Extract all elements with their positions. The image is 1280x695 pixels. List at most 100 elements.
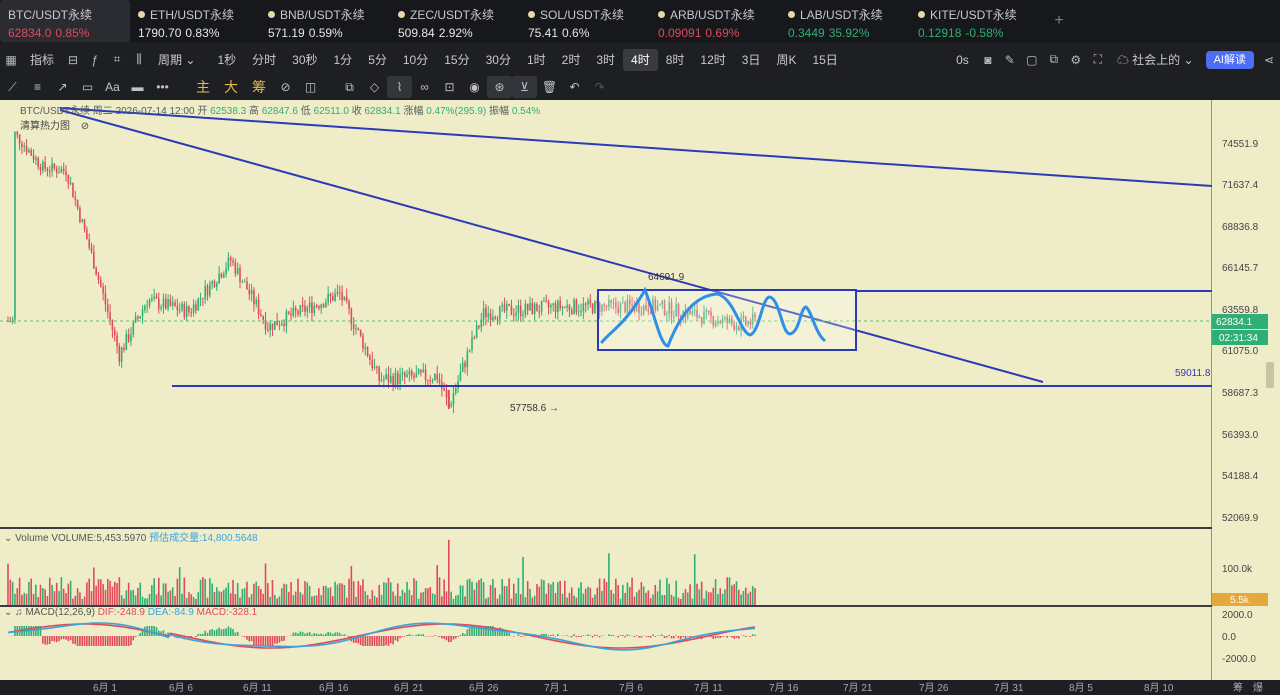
layout-icon[interactable]: ⌗ — [113, 52, 121, 66]
chart-type-icon[interactable]: ⫼ — [136, 52, 142, 66]
interval-option[interactable]: 30秒 — [292, 52, 318, 67]
ticker-tab[interactable]: BTC/USDT永续 62834.0 0.85% — [0, 0, 130, 42]
camera-icon[interactable]: ◙ — [984, 52, 992, 67]
chip-button[interactable]: 筹 — [252, 79, 266, 95]
ray-tool-icon[interactable]: ↗ — [57, 80, 68, 94]
indicator-icon[interactable]: ▦ — [5, 52, 17, 67]
interval-option[interactable]: 4时 — [623, 48, 658, 71]
color-dots-icon[interactable]: ••• — [156, 80, 169, 94]
share-icon[interactable]: ⋖ — [1263, 52, 1275, 67]
ticker-name-row: BNB/USDT永续 — [268, 6, 390, 23]
ticker-tab[interactable]: LAB/USDT永续 0.3449 35.92% — [780, 0, 910, 42]
ticker-tab[interactable]: ARB/USDT永续 0.09091 0.69% — [650, 0, 780, 42]
fx-icon[interactable]: ƒ — [91, 52, 99, 67]
interval-option[interactable]: 3日 — [741, 52, 761, 67]
ticker-tab[interactable]: BNB/USDT永续 571.19 0.59% — [260, 0, 390, 42]
visibility-icon[interactable]: ⊛ — [487, 76, 512, 98]
indicator-button[interactable]: 指标 — [30, 52, 55, 67]
template-icon[interactable]: ⊟ — [67, 52, 79, 67]
candle-body — [169, 299, 172, 306]
settings-icon[interactable]: ⚙ — [1070, 52, 1082, 67]
candle-body — [659, 304, 661, 306]
hide-icon[interactable]: ◉ — [469, 80, 480, 94]
hline-tool-icon[interactable]: ≡ — [33, 80, 41, 94]
interval-option[interactable]: 5分 — [368, 52, 387, 67]
macd-histogram-bar — [229, 627, 232, 636]
ticker-name: BTC/USDT永续 — [8, 8, 93, 22]
filter-icon[interactable]: ⊻ — [512, 76, 537, 98]
interval-option[interactable]: 分时 — [252, 52, 277, 67]
volume-bar — [132, 589, 135, 605]
ticker-tab[interactable]: KITE/USDT永续 0.12918 -0.58% — [910, 0, 1040, 42]
volume-bar — [211, 583, 213, 605]
volume-current-tag — [1212, 593, 1268, 606]
macd-histogram-bar — [76, 636, 79, 646]
layers-icon[interactable]: ⧉ — [1049, 52, 1059, 66]
interval-option[interactable]: 12时 — [700, 52, 726, 67]
community-button[interactable]: ☁ 社会上的 ⌄ — [1109, 49, 1202, 71]
interval-option[interactable]: 1分 — [333, 52, 353, 67]
candle-body — [580, 311, 582, 313]
eye-slash-icon[interactable]: ⊘ — [80, 121, 90, 132]
ai-draw-icon[interactable]: ⊘ — [280, 80, 291, 94]
chart-area[interactable]: 64691.9 57758.6 → 59011.8 74551.9 71637.4 68… — [0, 100, 1280, 695]
macd-histogram-bar — [362, 636, 364, 646]
volume-bar — [206, 597, 209, 605]
candle-body — [401, 372, 404, 374]
macd-histogram-bar — [399, 636, 401, 639]
line-tool-icon[interactable]: ⟋ — [8, 79, 17, 94]
pen-icon[interactable]: ✎ — [1004, 52, 1015, 67]
fullscreen-icon[interactable]: ⛶ — [1093, 52, 1103, 66]
undo-icon[interactable]: ↶ — [569, 80, 580, 94]
candle-body — [21, 143, 23, 148]
copy-icon[interactable]: ⧉ — [345, 79, 354, 94]
note-icon[interactable]: ▢ — [1026, 52, 1038, 67]
interval-option[interactable]: 15日 — [812, 52, 838, 67]
volume-bar — [51, 584, 53, 605]
volume-bar — [751, 586, 754, 605]
interval-option[interactable]: 周K — [776, 52, 797, 67]
ticker-change: 0.6% — [562, 26, 590, 40]
magnet-icon[interactable]: ⌇ — [387, 76, 412, 98]
ai-interpret-button[interactable]: AI解读 — [1205, 50, 1254, 69]
rect-tool-icon[interactable]: ▭ — [81, 80, 94, 94]
link-icon[interactable]: ∞ — [420, 80, 429, 94]
trash-icon[interactable]: 🗑 — [541, 80, 558, 94]
interval-option[interactable]: 3时 — [596, 52, 616, 67]
ticker-tab[interactable]: SOL/USDT永续 75.41 0.6% — [520, 0, 650, 42]
interval-option[interactable]: 1时 — [526, 52, 546, 67]
ruler-tool-icon[interactable]: ▬ — [131, 80, 144, 94]
redo-icon[interactable]: ↷ — [594, 80, 605, 94]
bell-icon[interactable]: ♫ — [15, 607, 23, 618]
candle-body — [32, 155, 35, 160]
axis-scroll-handle[interactable] — [1266, 362, 1274, 388]
text-tool-icon[interactable]: Aa — [105, 80, 120, 94]
period-button[interactable]: 周期 ⌄ — [150, 49, 203, 71]
volume-bar — [338, 583, 341, 605]
volume-bar — [573, 595, 575, 605]
big-order-button[interactable]: 大 — [224, 79, 238, 95]
interval-option[interactable]: 10分 — [402, 52, 429, 67]
countdown-toggle[interactable]: 0s — [956, 52, 969, 67]
volume-bar — [510, 598, 513, 605]
lock-icon[interactable]: ⊡ — [444, 80, 455, 94]
add-tab-icon[interactable]: + — [1054, 12, 1064, 29]
bubble-icon[interactable]: ◫ — [304, 80, 317, 94]
volume-bar — [413, 578, 415, 605]
interval-option[interactable]: 30分 — [485, 52, 511, 67]
heatmap-legend[interactable]: 清算热力图 ⊘ — [20, 117, 89, 132]
eraser-icon[interactable]: ◇ — [369, 80, 380, 94]
macd-histogram-bar — [83, 636, 86, 646]
macd-histogram-bar — [369, 636, 371, 646]
interval-option[interactable]: 2时 — [561, 52, 581, 67]
legend-low: 62511.0 — [313, 106, 349, 117]
macd-histogram-bar — [195, 636, 197, 638]
interval-option[interactable]: 1秒 — [217, 52, 237, 67]
ticker-tab[interactable]: ZEC/USDT永续 509.84 2.92% — [390, 0, 520, 42]
ticker-tab[interactable]: ETH/USDT永续 1790.70 0.83% — [130, 0, 260, 42]
interval-option[interactable]: 8时 — [665, 52, 685, 67]
collapse-icon[interactable]: ⌄ — [4, 533, 13, 544]
interval-option[interactable]: 15分 — [444, 52, 470, 67]
collapse-icon[interactable]: ⌄ — [4, 607, 13, 618]
main-chart-button[interactable]: 主 — [196, 79, 210, 95]
